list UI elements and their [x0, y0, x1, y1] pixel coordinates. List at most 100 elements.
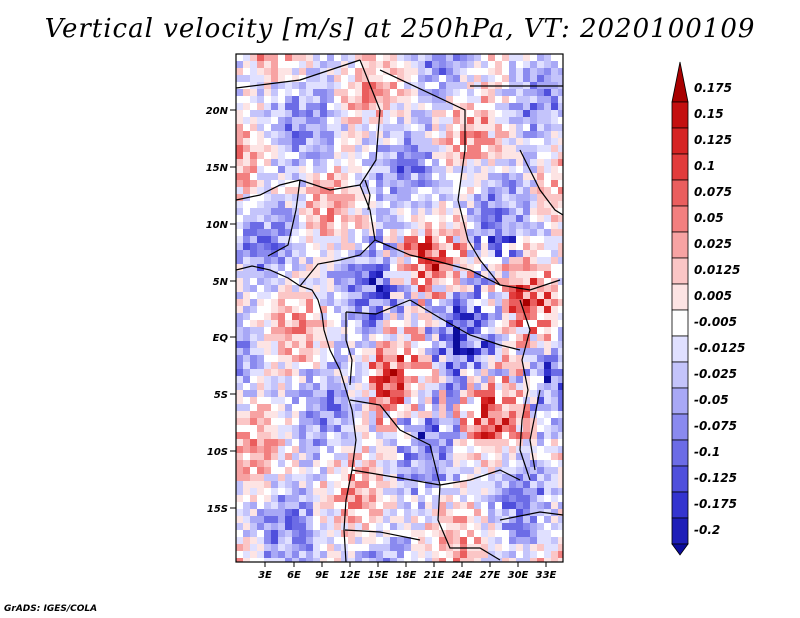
- map-title: Vertical velocity [m/s] at 250hPa, VT: 2…: [44, 14, 756, 44]
- field-cell: [474, 439, 481, 446]
- field-cell: [411, 103, 418, 110]
- field-cell: [474, 201, 481, 208]
- field-cell: [236, 558, 243, 562]
- field-cell: [292, 103, 299, 110]
- field-cell: [369, 54, 376, 61]
- colorbar-swatch: [671, 465, 689, 493]
- field-cell: [460, 481, 467, 488]
- field-cell: [390, 54, 397, 61]
- field-cell: [425, 96, 432, 103]
- field-cell: [537, 306, 544, 313]
- field-cell: [404, 243, 411, 250]
- field-cell: [369, 187, 376, 194]
- field-cell: [334, 271, 341, 278]
- field-cell: [383, 285, 390, 292]
- field-cell: [348, 96, 355, 103]
- field-cell: [460, 173, 467, 180]
- field-cell: [432, 460, 439, 467]
- field-cell: [292, 530, 299, 537]
- field-cell: [551, 411, 558, 418]
- field-cell: [278, 362, 285, 369]
- field-cell: [348, 320, 355, 327]
- field-cell: [271, 530, 278, 537]
- field-cell: [523, 138, 530, 145]
- field-cell: [292, 446, 299, 453]
- field-cell: [418, 103, 425, 110]
- field-cell: [264, 446, 271, 453]
- field-cell: [453, 89, 460, 96]
- field-cell: [285, 432, 292, 439]
- field-cell: [418, 173, 425, 180]
- field-cell: [516, 362, 523, 369]
- field-cell: [334, 61, 341, 68]
- field-cell: [495, 383, 502, 390]
- field-cell: [306, 257, 313, 264]
- field-cell: [418, 369, 425, 376]
- field-cell: [299, 320, 306, 327]
- field-cell: [264, 376, 271, 383]
- field-cell: [362, 502, 369, 509]
- field-cell: [278, 355, 285, 362]
- field-cell: [530, 383, 537, 390]
- field-cell: [369, 131, 376, 138]
- field-cell: [404, 439, 411, 446]
- field-cell: [404, 537, 411, 544]
- field-cell: [404, 131, 411, 138]
- field-cell: [453, 187, 460, 194]
- field-cell: [271, 110, 278, 117]
- field-cell: [320, 334, 327, 341]
- field-cell: [355, 194, 362, 201]
- field-cell: [509, 495, 516, 502]
- field-cell: [376, 348, 383, 355]
- field-cell: [551, 299, 558, 306]
- field-cell: [243, 145, 250, 152]
- field-cell: [544, 145, 551, 152]
- field-cell: [369, 418, 376, 425]
- field-cell: [383, 460, 390, 467]
- field-cell: [292, 201, 299, 208]
- field-cell: [397, 453, 404, 460]
- field-cell: [446, 390, 453, 397]
- field-cell: [418, 341, 425, 348]
- field-cell: [292, 145, 299, 152]
- field-cell: [481, 173, 488, 180]
- field-cell: [362, 432, 369, 439]
- field-cell: [502, 264, 509, 271]
- field-cell: [243, 425, 250, 432]
- field-cell: [390, 355, 397, 362]
- field-cell: [446, 222, 453, 229]
- field-cell: [243, 467, 250, 474]
- field-cell: [523, 75, 530, 82]
- field-cell: [306, 187, 313, 194]
- field-cell: [432, 362, 439, 369]
- field-cell: [313, 299, 320, 306]
- field-cell: [327, 278, 334, 285]
- field-cell: [404, 313, 411, 320]
- field-cell: [530, 509, 537, 516]
- field-cell: [537, 243, 544, 250]
- field-cell: [306, 411, 313, 418]
- field-cell: [516, 131, 523, 138]
- field-cell: [369, 509, 376, 516]
- field-cell: [530, 75, 537, 82]
- field-cell: [558, 516, 563, 523]
- field-cell: [397, 544, 404, 551]
- field-cell: [495, 131, 502, 138]
- field-cell: [355, 369, 362, 376]
- field-cell: [404, 544, 411, 551]
- field-cell: [404, 54, 411, 61]
- field-cell: [313, 362, 320, 369]
- field-cell: [278, 558, 285, 562]
- field-cell: [544, 236, 551, 243]
- field-cell: [467, 530, 474, 537]
- field-cell: [390, 334, 397, 341]
- field-cell: [306, 502, 313, 509]
- field-cell: [264, 411, 271, 418]
- field-cell: [292, 523, 299, 530]
- field-cell: [376, 285, 383, 292]
- field-cell: [446, 243, 453, 250]
- field-cell: [383, 509, 390, 516]
- field-cell: [348, 411, 355, 418]
- field-cell: [495, 96, 502, 103]
- field-cell: [243, 355, 250, 362]
